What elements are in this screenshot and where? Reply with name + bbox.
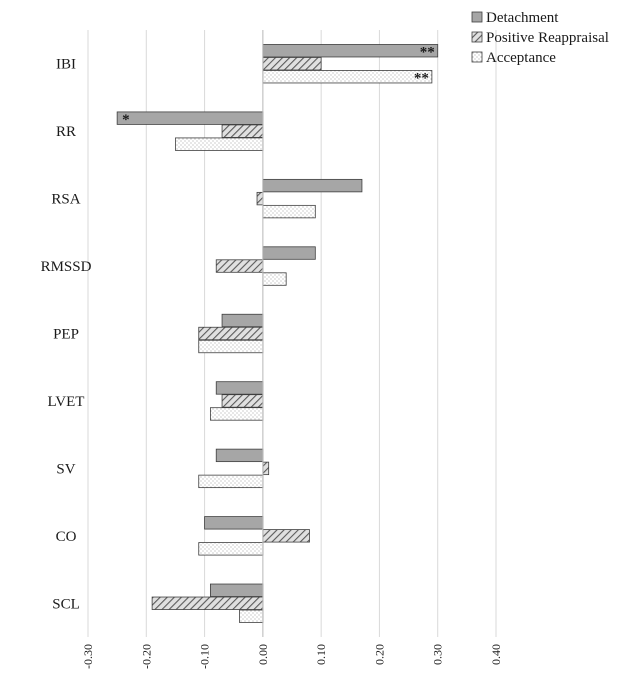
bar-positive-reappraisal-rmssd (215, 259, 264, 273)
bar-acceptance-sv (198, 474, 264, 489)
category-label: RSA (51, 192, 80, 208)
bar-acceptance-rmssd (262, 272, 287, 286)
x-tick-label: -0.10 (198, 644, 212, 669)
legend-label: Positive Reappraisal (486, 30, 609, 46)
legend-label: Detachment (486, 10, 559, 26)
bar-detachment-rmssd (262, 246, 316, 260)
bar-detachment-ibi (262, 44, 439, 58)
category-label: IBI (56, 57, 76, 73)
bar-positive-reappraisal-ibi (262, 57, 322, 71)
bar-positive-reappraisal-scl (151, 596, 264, 610)
category-label: LVET (48, 394, 85, 410)
bar-positive-reappraisal-rsa (256, 191, 264, 206)
bar-acceptance-lvet (209, 407, 264, 421)
category-label: CO (56, 529, 77, 545)
bars: ***** (116, 30, 439, 637)
bar-acceptance-co (198, 542, 264, 556)
bar-positive-reappraisal-pep (198, 326, 264, 341)
bar-acceptance-rsa (262, 204, 316, 219)
bar-detachment-co (204, 516, 264, 530)
bar-positive-reappraisal-lvet (221, 394, 264, 408)
category-label: RR (56, 124, 76, 140)
bar-detachment-scl (209, 583, 264, 597)
x-tick-label: 0.00 (256, 644, 270, 665)
bar-acceptance-pep (198, 339, 264, 354)
x-tick-label: -0.20 (139, 644, 153, 669)
legend-swatch (471, 31, 483, 43)
x-tick-label: 0.40 (489, 644, 503, 665)
category-label: SCL (52, 596, 80, 612)
category-label: PEP (53, 327, 79, 343)
category-label: RMSSD (41, 259, 92, 275)
legend-label: Acceptance (486, 50, 556, 66)
x-tick-label: 0.10 (314, 644, 328, 665)
bar-positive-reappraisal-rr (221, 124, 264, 138)
x-tick-label: 0.20 (372, 644, 386, 665)
bar-detachment-rsa (262, 178, 363, 193)
legend: Detachment Positive Reappraisal Acceptance (471, 10, 609, 66)
bar-acceptance-scl (239, 609, 264, 623)
bar-detachment-lvet (215, 381, 264, 395)
significance-marker: ** (420, 44, 435, 60)
bar-positive-reappraisal-co (262, 529, 310, 543)
legend-swatch (471, 51, 483, 63)
legend-swatch (471, 11, 483, 23)
bar-acceptance-rr (175, 137, 264, 151)
category-label: SV (56, 461, 75, 477)
bar-positive-reappraisal-sv (262, 461, 270, 476)
significance-marker: ** (414, 70, 429, 86)
significance-marker: * (122, 112, 129, 128)
bar-detachment-rr (116, 111, 264, 125)
tick-labels: -0.30 -0.20 -0.10 0.00 0.10 0.20 0.30 0.40 (81, 644, 503, 669)
bar-detachment-sv (215, 448, 264, 463)
x-tick-label: -0.30 (81, 644, 95, 669)
bar-detachment-pep (221, 313, 264, 328)
category-labels: IBI RR RSA RMSSD PEP LVET SV CO SCL (41, 57, 92, 613)
bar-acceptance-ibi (262, 70, 433, 84)
x-tick-label: 0.30 (431, 644, 445, 665)
